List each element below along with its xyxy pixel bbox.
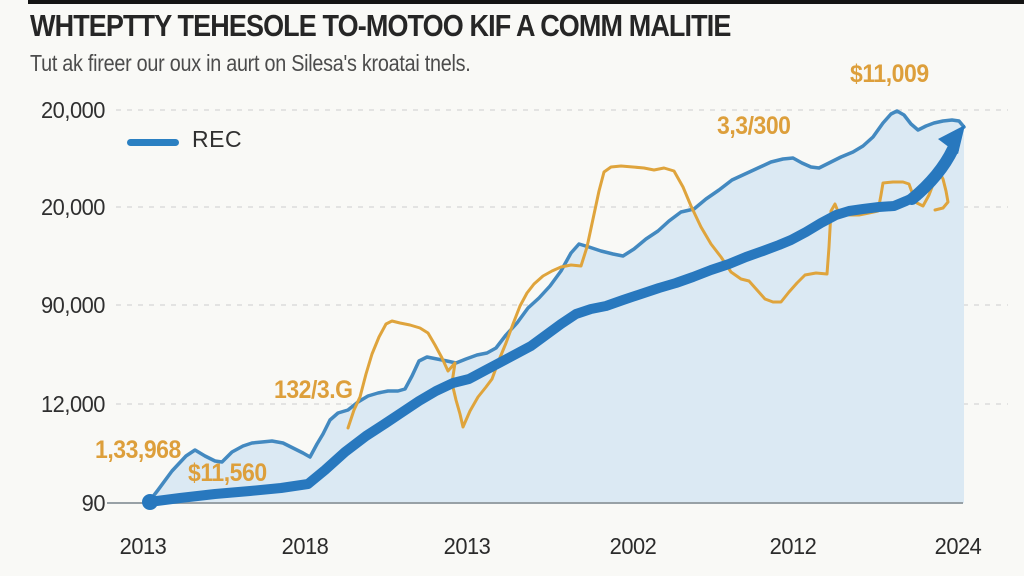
legend-line-swatch: [127, 139, 179, 146]
x-axis-tick-label: 2013: [119, 533, 167, 559]
legend-label: REC: [192, 126, 243, 152]
x-axis-tick-label: 2002: [609, 533, 657, 559]
y-axis-tick-label: 90: [81, 490, 106, 516]
data-annotation: $11,009: [850, 60, 929, 88]
arrow-shaft: [906, 143, 959, 205]
y-axis-tick-label: 12,000: [41, 391, 105, 417]
x-axis-tick-label: 2012: [769, 533, 817, 559]
data-annotation: 132/3.G: [274, 376, 353, 404]
chart-subtitle: Tut ak fireer our oux in aurt on Silesa'…: [30, 50, 471, 76]
x-axis-tick-label: 2024: [934, 533, 982, 559]
x-axis-tick-label: 2013: [443, 533, 491, 559]
thin-blue-line: [146, 109, 966, 505]
chart-title: WHTEPTTY TEHESOLE TO-MOTOO KIF A COMM MA…: [30, 8, 731, 43]
x-axis-tick-label: 2018: [281, 533, 329, 559]
legend: REC: [127, 125, 287, 157]
y-axis-tick-label: 20,000: [41, 194, 105, 220]
top-border-bar: [28, 0, 1024, 4]
data-annotation: 1,33,968: [95, 436, 181, 464]
y-axis-tick-label: 90,000: [41, 292, 105, 318]
arrow-head-icon: [938, 125, 965, 154]
area-fill: [148, 111, 964, 503]
series-start-dot: [142, 494, 158, 510]
data-annotation: $11,560: [188, 459, 267, 487]
data-annotation: 3,3/300: [717, 112, 791, 140]
orange-line: [346, 164, 950, 430]
rec-thick-line: [144, 191, 922, 507]
y-axis-tick-label: 20,000: [41, 97, 105, 123]
